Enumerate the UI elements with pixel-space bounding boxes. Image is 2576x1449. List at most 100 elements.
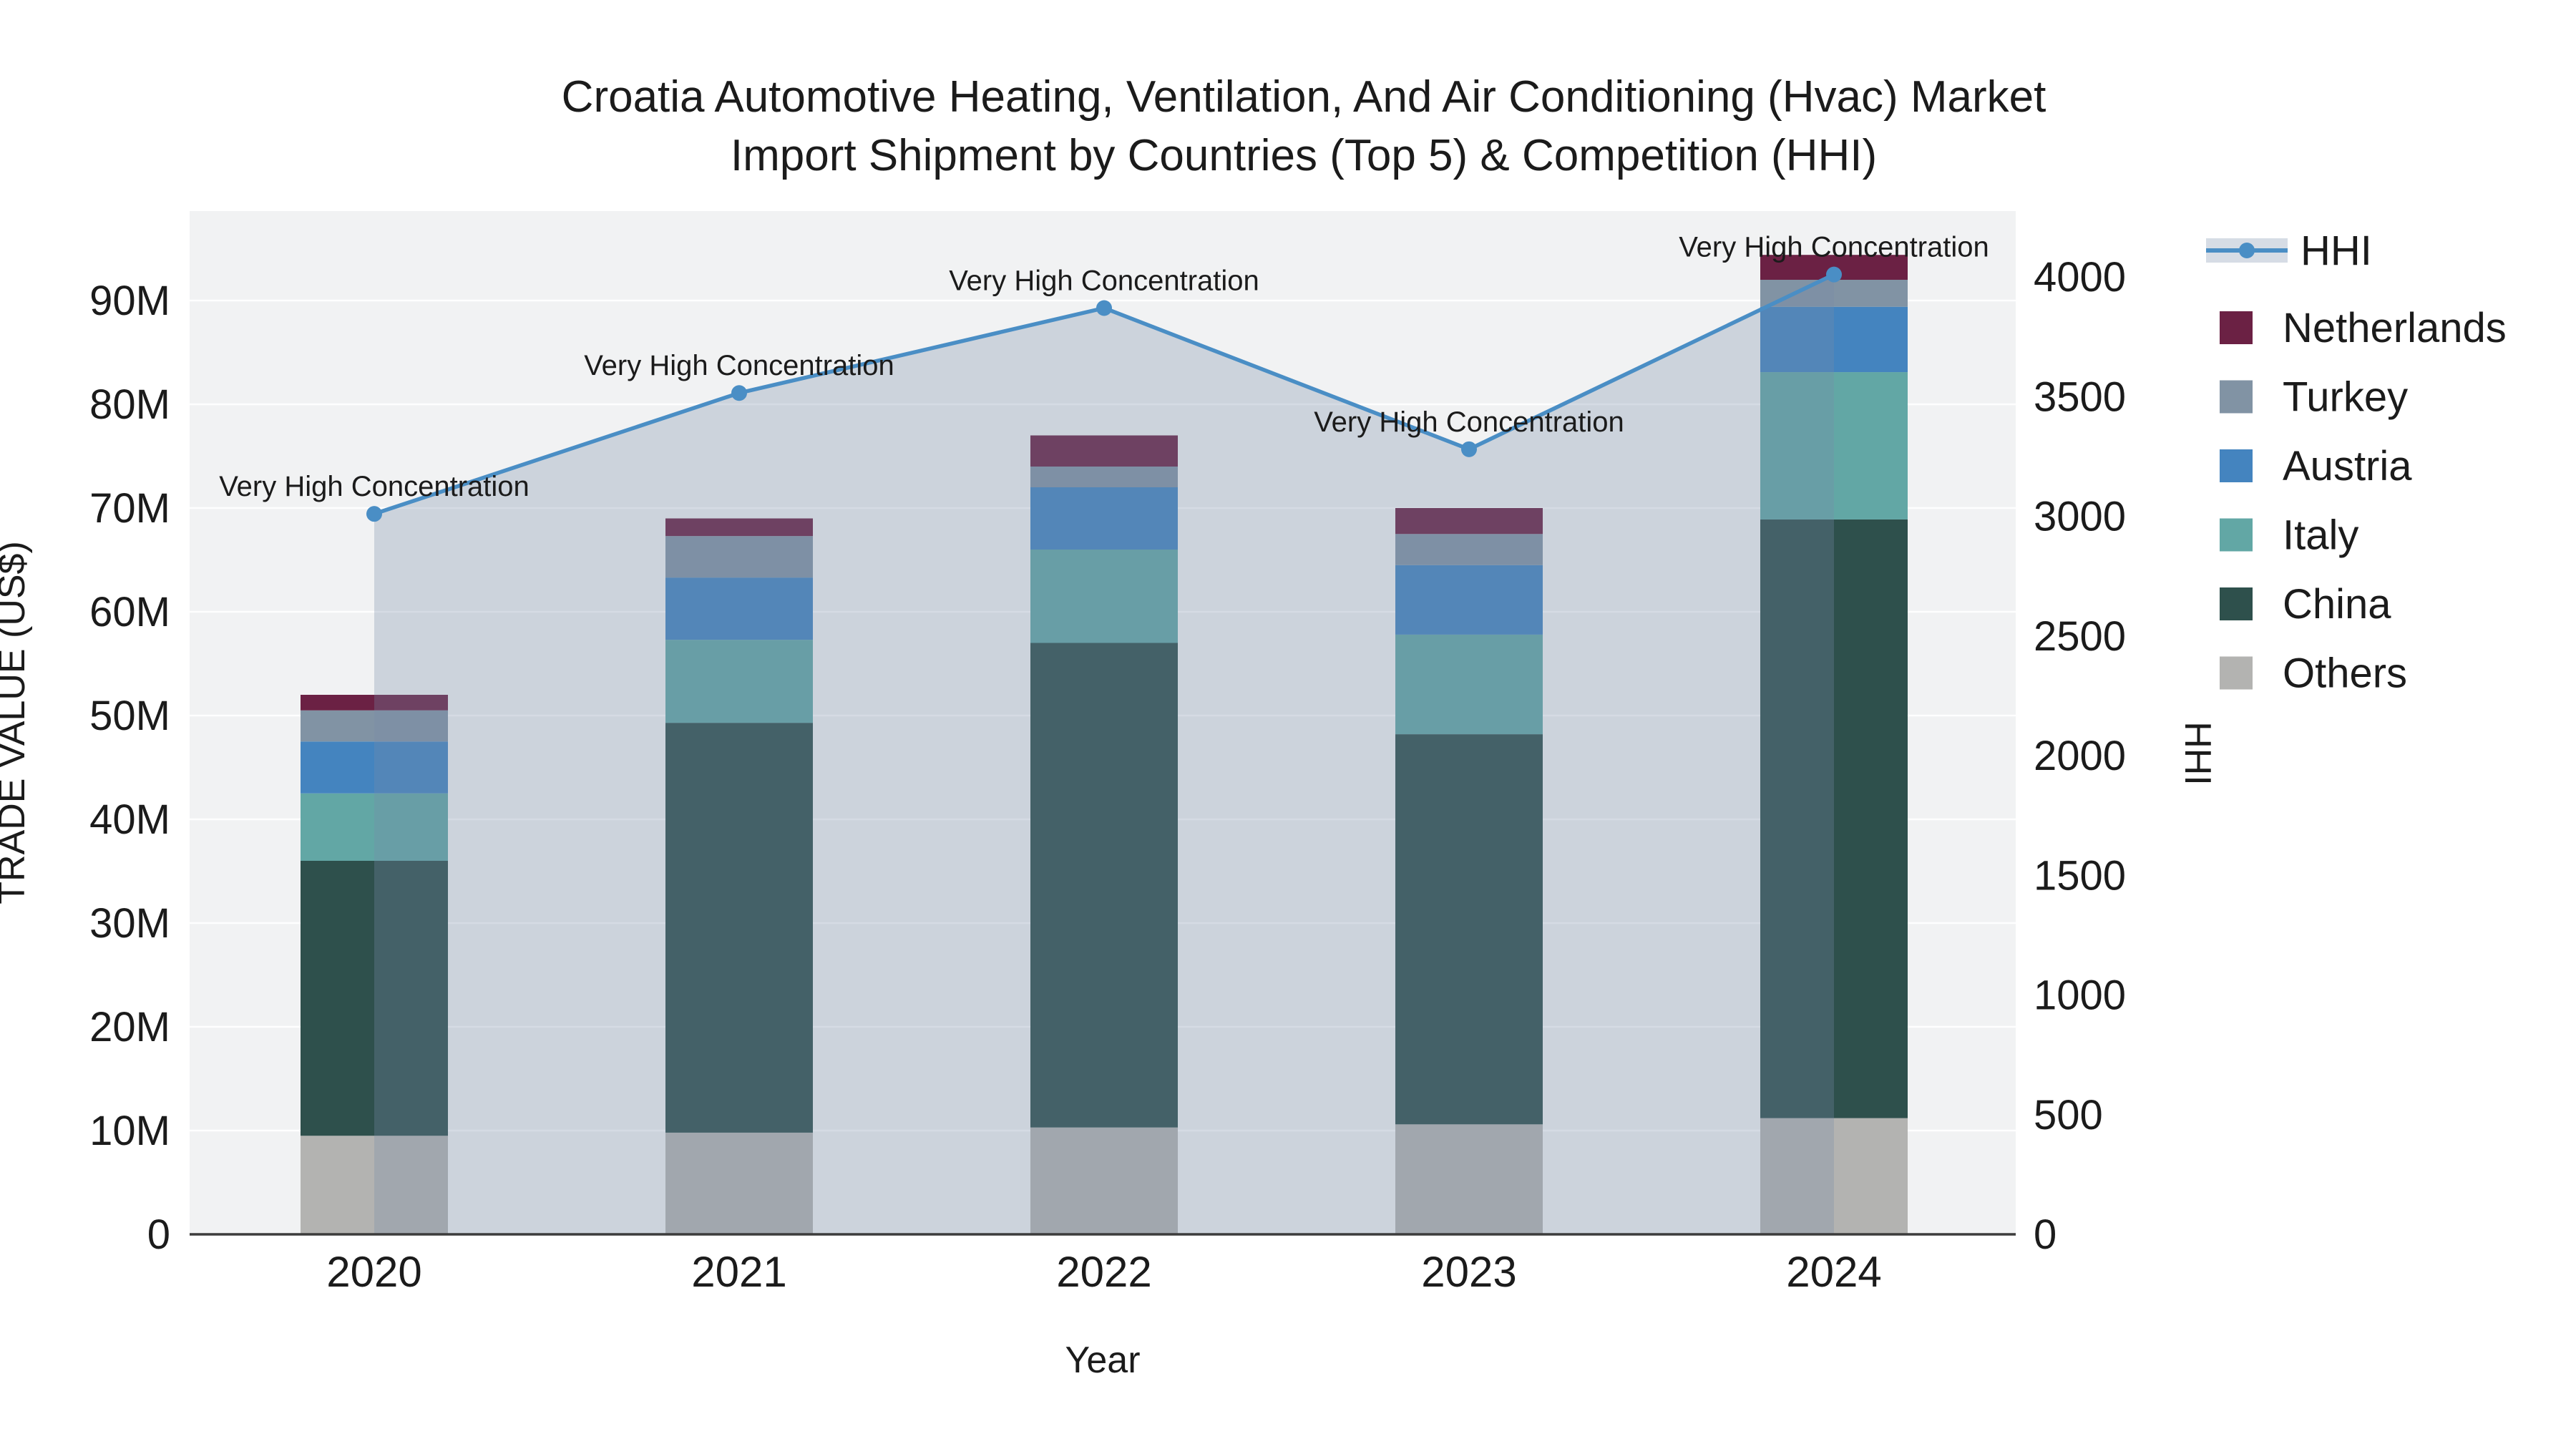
y2-axis-title: HHI: [2177, 721, 2218, 786]
bar-segment-others-2023[interactable]: [1395, 1124, 1543, 1234]
bar-segment-turkey-2022[interactable]: [1030, 467, 1178, 487]
legend-label-italy: Italy: [2283, 512, 2358, 559]
y-tick-70M: 70M: [89, 485, 170, 532]
bar-segment-austria-2023[interactable]: [1395, 565, 1543, 635]
hhi-point-2023[interactable]: [1461, 441, 1477, 457]
bar-segment-austria-2024[interactable]: [1760, 306, 1908, 373]
hhi-point-2024[interactable]: [1826, 266, 1842, 283]
y-tick-60M: 60M: [89, 589, 170, 635]
bar-segment-austria-2021[interactable]: [665, 577, 813, 640]
legend-label-turkey: Turkey: [2283, 374, 2408, 421]
bar-segment-china-2023[interactable]: [1395, 734, 1543, 1125]
hhi-area-fill: [374, 274, 1834, 1234]
y2-tick-500: 500: [2034, 1092, 2103, 1138]
legend-label-netherlands: Netherlands: [2283, 305, 2507, 351]
legend-item-austria[interactable]: Austria: [2220, 443, 2412, 489]
y-tick-90M: 90M: [89, 278, 170, 324]
hhi-point-2022[interactable]: [1096, 300, 1112, 316]
legend-item-hhi[interactable]: HHI: [2206, 228, 2372, 274]
legend-item-netherlands[interactable]: Netherlands: [2220, 305, 2507, 351]
bar-segment-others-2021[interactable]: [665, 1132, 813, 1234]
bar-segment-others-2024[interactable]: [1760, 1118, 1908, 1234]
y2-tick-2000: 2000: [2034, 733, 2126, 779]
legend-item-china[interactable]: China: [2220, 581, 2391, 628]
y-tick-40M: 40M: [89, 796, 170, 843]
legend-label-austria: Austria: [2283, 443, 2412, 489]
legend-item-turkey[interactable]: Turkey: [2220, 374, 2408, 421]
annotation-2021: Very High Concentration: [584, 350, 894, 381]
bar-segment-others-2022[interactable]: [1030, 1127, 1178, 1234]
y2-tick-3000: 3000: [2034, 494, 2126, 540]
right-axis-ticks: 0 500 1000 1500 2000 2500 3000 3500 4000: [2034, 254, 2126, 1258]
bar-segment-italy-2022[interactable]: [1030, 550, 1178, 643]
bar-segment-italy-2023[interactable]: [1395, 634, 1543, 735]
x-axis-ticks: 2020 2021 2022 2023 2024: [326, 1248, 1881, 1296]
y2-tick-1000: 1000: [2034, 972, 2126, 1019]
legend-label-others: Others: [2283, 650, 2407, 697]
x-tick-2024: 2024: [1786, 1248, 1881, 1296]
y-tick-30M: 30M: [89, 900, 170, 947]
y-tick-20M: 20M: [89, 1004, 170, 1050]
chart-title-line2: Import Shipment by Countries (Top 5) & C…: [731, 131, 1877, 180]
legend-hhi-marker-icon: [2239, 243, 2255, 258]
bar-segment-others-2020[interactable]: [301, 1136, 448, 1234]
stacked-bars: [301, 255, 1908, 1234]
y2-tick-3500: 3500: [2034, 374, 2126, 420]
bar-segment-china-2021[interactable]: [665, 723, 813, 1133]
bar-segment-turkey-2020[interactable]: [301, 710, 448, 742]
x-tick-2020: 2020: [326, 1248, 421, 1296]
annotations: Very High Concentration Very High Concent…: [219, 232, 1989, 503]
legend-swatch-italy: [2220, 518, 2253, 552]
bar-segment-italy-2024[interactable]: [1760, 372, 1908, 519]
bar-segment-netherlands-2020[interactable]: [301, 695, 448, 711]
y-tick-80M: 80M: [89, 381, 170, 428]
y2-tick-2500: 2500: [2034, 613, 2126, 660]
bar-segment-netherlands-2021[interactable]: [665, 518, 813, 537]
legend-label-china: China: [2283, 581, 2391, 628]
hhi-point-2021[interactable]: [731, 385, 747, 401]
y-tick-0: 0: [147, 1211, 170, 1258]
legend-swatch-china: [2220, 587, 2253, 620]
legend-label-hhi: HHI: [2301, 228, 2372, 274]
bar-segment-china-2022[interactable]: [1030, 643, 1178, 1128]
y2-tick-4000: 4000: [2034, 254, 2126, 301]
annotation-2024: Very High Concentration: [1679, 232, 1989, 263]
legend-swatch-austria: [2220, 449, 2253, 482]
legend-swatch-others: [2220, 656, 2253, 690]
x-tick-2023: 2023: [1421, 1248, 1516, 1296]
bar-segment-china-2024[interactable]: [1760, 519, 1908, 1118]
bar-segment-turkey-2021[interactable]: [665, 536, 813, 578]
y2-tick-1500: 1500: [2034, 852, 2126, 899]
x-axis-title: Year: [1065, 1340, 1140, 1381]
y-tick-10M: 10M: [89, 1108, 170, 1154]
legend-swatch-netherlands: [2220, 311, 2253, 344]
annotation-2023: Very High Concentration: [1314, 406, 1624, 438]
legend: HHI Netherlands Turkey Austria Italy China Oth…: [2206, 228, 2507, 697]
bar-segment-italy-2020[interactable]: [301, 793, 448, 861]
legend-swatch-turkey: [2220, 380, 2253, 414]
bar-segment-china-2020[interactable]: [301, 861, 448, 1136]
y-tick-50M: 50M: [89, 693, 170, 739]
chart-title-line1: Croatia Automotive Heating, Ventilation,…: [562, 72, 2046, 122]
bar-segment-turkey-2024[interactable]: [1760, 280, 1908, 307]
hhi-area-group: [374, 274, 1834, 1234]
bar-segment-netherlands-2022[interactable]: [1030, 435, 1178, 467]
y-axis-title: TRADE VALUE (US$): [0, 541, 33, 904]
x-tick-2021: 2021: [691, 1248, 786, 1296]
hhi-point-2020[interactable]: [366, 506, 382, 522]
y2-tick-0: 0: [2034, 1211, 2057, 1258]
hhi-line-group: [366, 266, 1842, 522]
legend-item-others[interactable]: Others: [2220, 650, 2407, 697]
bar-segment-austria-2020[interactable]: [301, 741, 448, 794]
left-axis-ticks: 0 10M 20M 30M 40M 50M 60M 70M 80M 90M: [89, 278, 170, 1258]
annotation-2022: Very High Concentration: [949, 265, 1259, 296]
legend-item-italy[interactable]: Italy: [2220, 512, 2358, 559]
bar-segment-austria-2022[interactable]: [1030, 487, 1178, 550]
x-tick-2022: 2022: [1056, 1248, 1151, 1296]
annotation-2020: Very High Concentration: [219, 471, 530, 502]
bar-segment-italy-2021[interactable]: [665, 640, 813, 723]
bar-segment-turkey-2023[interactable]: [1395, 534, 1543, 565]
bar-segment-netherlands-2023[interactable]: [1395, 508, 1543, 535]
